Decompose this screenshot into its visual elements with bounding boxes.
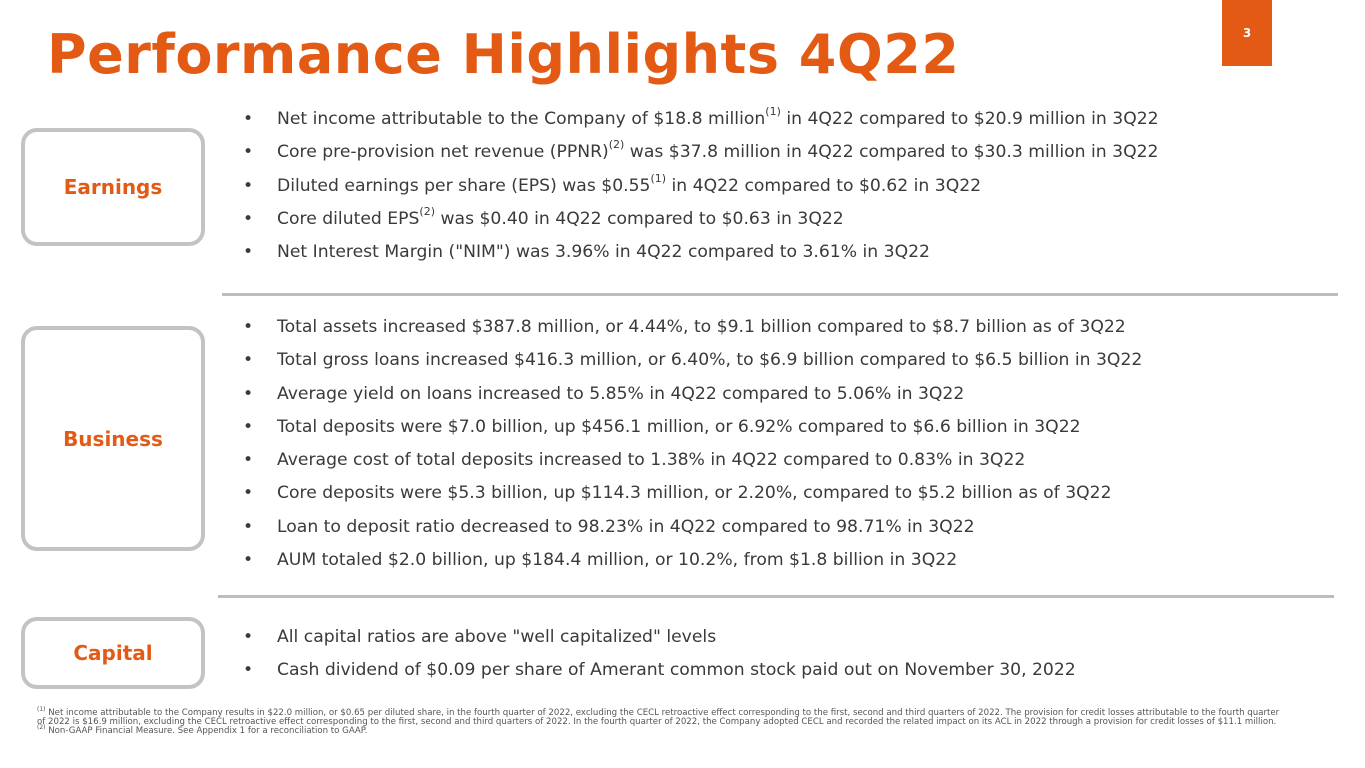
bullet-item: Net income attributable to the Company o… [243,103,1159,137]
bullet-item: Diluted earnings per share (EPS) was $0.… [243,170,1159,204]
bullet-item: Total deposits were $7.0 billion, up $45… [243,411,1142,445]
footnote-1: (1) Net income attributable to the Compa… [37,706,1280,728]
bullet-item: Average cost of total deposits increased… [243,444,1142,478]
bullet-item: Core diluted EPS(2) was $0.40 in 4Q22 co… [243,203,1159,237]
bullet-item: AUM totaled $2.0 billion, up $184.4 mill… [243,544,1142,578]
bullet-item: Average yield on loans increased to 5.85… [243,378,1142,412]
business-bullet-list: Total assets increased $387.8 million, o… [243,311,1142,578]
capital-label-box: Capital [21,617,205,689]
bullet-item: Net Interest Margin ("NIM") was 3.96% in… [243,236,1159,270]
section-divider [218,595,1334,598]
bullet-item: Loan to deposit ratio decreased to 98.23… [243,511,1142,545]
bullet-item: Total assets increased $387.8 million, o… [243,311,1142,345]
section-divider [222,293,1338,296]
footnotes: (1) Net income attributable to the Compa… [37,706,1287,737]
bullet-item: All capital ratios are above "well capit… [243,621,1076,655]
bullet-item: Core deposits were $5.3 billion, up $114… [243,477,1142,511]
bullet-item: Core pre-provision net revenue (PPNR)(2)… [243,136,1159,170]
page-number: 3 [1222,0,1272,66]
capital-bullet-list: All capital ratios are above "well capit… [243,621,1076,688]
earnings-label-box: Earnings [21,128,205,246]
bullet-item: Total gross loans increased $416.3 milli… [243,344,1142,378]
earnings-bullet-list: Net income attributable to the Company o… [243,103,1159,270]
business-label-box: Business [21,326,205,551]
bullet-item: Cash dividend of $0.09 per share of Amer… [243,654,1076,688]
footnote-2: (2) Non-GAAP Financial Measure. See Appe… [37,724,368,737]
page-title: Performance Highlights 4Q22 [47,23,960,86]
